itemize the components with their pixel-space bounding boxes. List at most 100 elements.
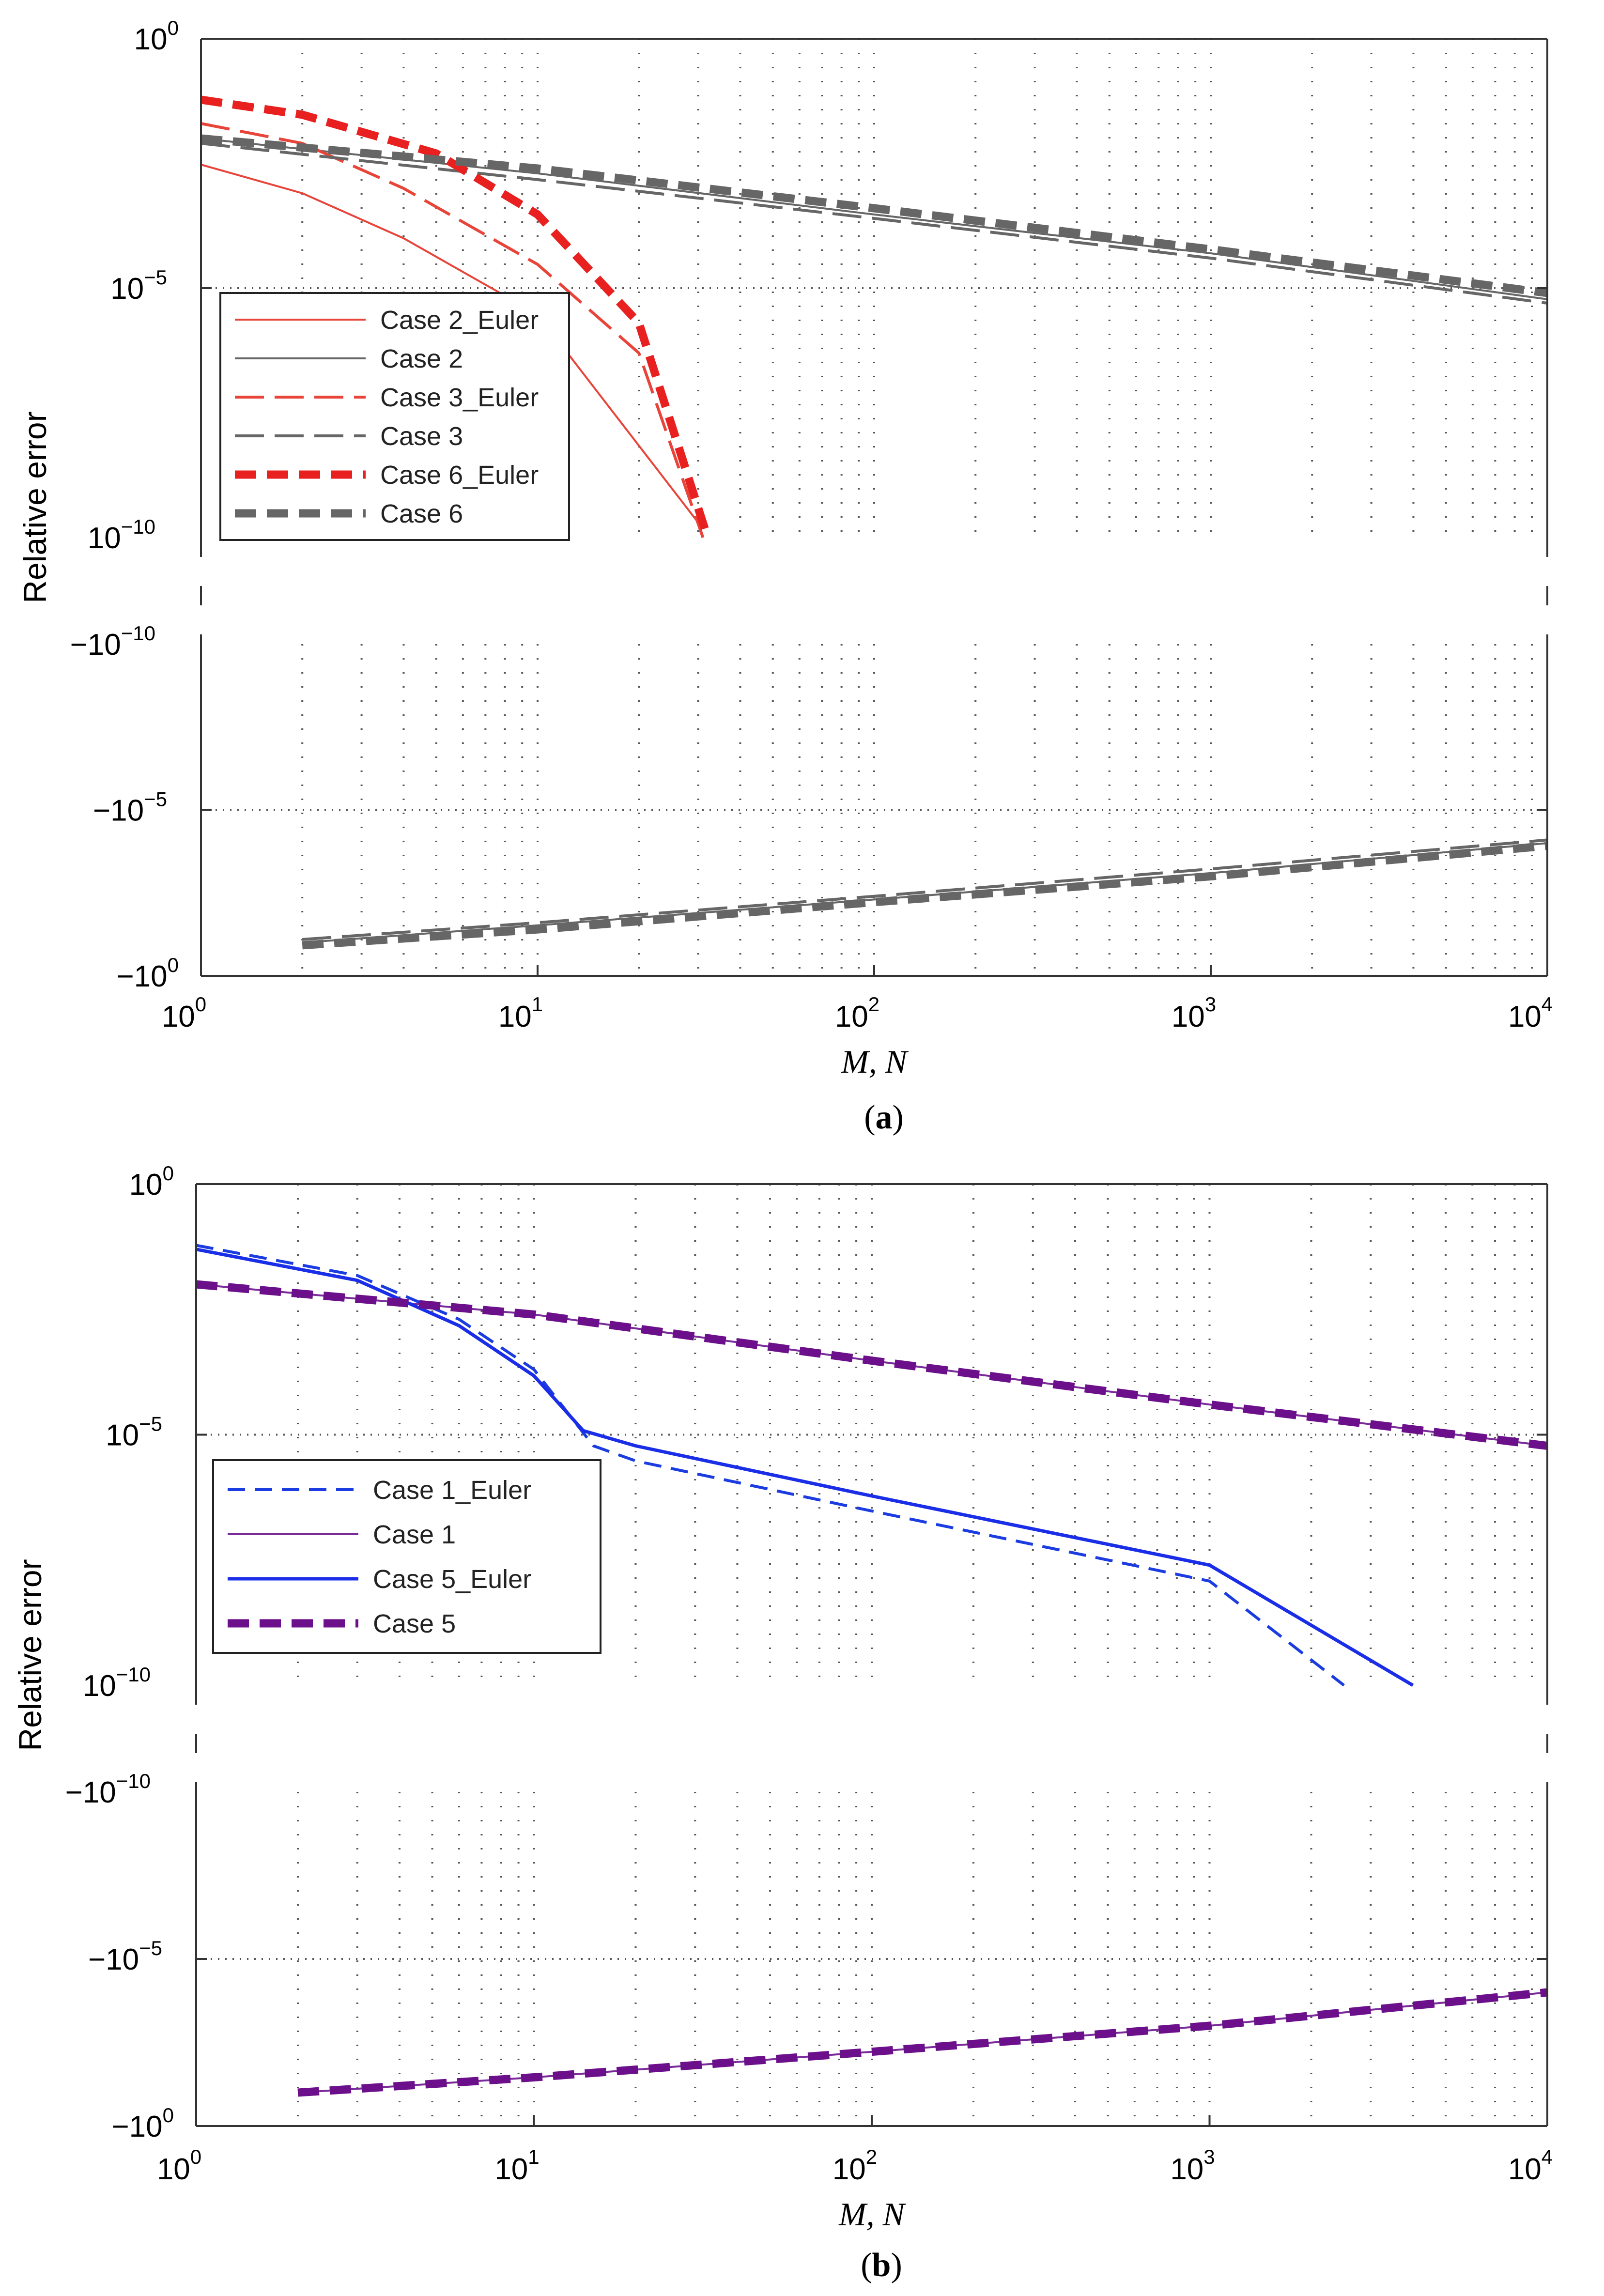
tick-base: 10 [88,522,121,555]
tick-exponent: 3 [1203,2145,1215,2168]
x-tick-labels: 100 101 102 103 104 [157,2115,1553,2186]
tick-base: −10 [116,960,167,993]
tick-exponent: 0 [195,993,206,1016]
tick-base: 10 [833,2153,866,2186]
tick-exponent: −10 [116,1770,151,1792]
tick-exponent: 4 [1542,993,1553,1016]
series-line-case-5-upper [196,1280,1548,1450]
y-axis-label: Relative error [12,1559,48,1751]
tick-base: 10 [110,272,144,306]
x-axis-label: M, N [838,2196,907,2233]
tick-exponent: 1 [532,993,543,1016]
tick-base: 10 [83,1669,116,1703]
tick-exponent: −5 [139,1937,162,1959]
tick-base: 10 [1172,1000,1205,1033]
tick-base: 10 [134,23,168,56]
tick-base: 10 [106,1419,139,1452]
y-axis-label: Relative error [17,411,53,603]
x-tick-label: 103 [1172,993,1216,1033]
series-line-case-5-euler-upper [196,1248,1414,1687]
grid [196,1184,1547,2126]
paren-open: ( [861,2247,872,2284]
x-tick-label: 104 [1508,2145,1553,2186]
tick-exponent: 2 [866,2145,877,2168]
tick-exponent: 2 [868,993,879,1016]
paren-open: ( [864,1099,875,1136]
tick-exponent: 0 [168,954,179,976]
legend: Case 2_Euler Case 2 Case 3_Euler Case 3 Case… [219,292,570,541]
x-tick-labels: 100 101 102 103 104 [162,965,1553,1033]
tick-exponent: −10 [116,1663,151,1686]
tick-exponent: 4 [1542,2145,1553,2168]
tick-exponent: 0 [163,1162,174,1185]
y-tick-label: 10−10 [88,515,155,555]
series-line-case-3-upper [200,142,1548,305]
x-tick-label: 100 [157,2145,201,2186]
paren-close: ) [893,1099,904,1136]
legend-label: Case 3 [380,422,463,451]
y-tick-label: 10−10 [83,1663,151,1703]
series-line-case-6-euler-upper [200,95,712,539]
series-line-case-1-euler-upper [196,1244,1345,1687]
legend-label: Case 6_Euler [380,461,539,490]
tick-exponent: −10 [121,622,155,645]
x-tick-label: 101 [498,993,543,1033]
legend-label: Case 1 [373,1520,456,1549]
paren-close: ) [891,2247,902,2284]
x-tick-label: 102 [835,993,879,1033]
y-tick-label: −10−10 [65,1770,151,1809]
series-line-case-6-upper [200,134,1548,297]
tick-base: 10 [157,2153,190,2186]
tick-base: 10 [162,1000,195,1033]
tick-base: 10 [1170,2153,1203,2186]
tick-exponent: 0 [163,2104,174,2126]
tick-base: −10 [70,628,121,662]
tick-exponent: −5 [144,788,167,811]
tick-base: −10 [65,1776,116,1809]
series-line-case-3-euler-upper [200,122,705,538]
legend-label: Case 2_Euler [380,306,539,335]
legend: Case 1_Euler Case 1 Case 5_Euler Case 5 [212,1459,602,1654]
tick-base: 10 [1508,2153,1542,2186]
y-tick-label: −10−5 [93,788,167,828]
x-tick-label: 104 [1508,993,1553,1033]
tick-exponent: −10 [121,515,155,538]
series-line-case-2-euler-upper [200,163,699,524]
y-tick-label: 100 [134,16,179,56]
tick-exponent: 1 [528,2145,539,2168]
y-tick-label: −10−5 [88,1937,162,1976]
tick-base: −10 [111,2110,162,2143]
tick-base: 10 [1508,1000,1542,1033]
tick-base: 10 [498,1000,532,1033]
legend-box [219,292,570,541]
y-tick-label: −10−10 [70,622,155,662]
legend-label: Case 6 [380,499,463,528]
tick-base: 10 [835,1000,868,1033]
x-tick-label: 101 [494,2145,539,2186]
y-tick-label: 10−5 [110,266,167,306]
series-line-case-5-lower [297,1988,1548,2097]
tick-base: 10 [494,2153,528,2186]
y-tick-label: −100 [111,2104,174,2143]
y-tick-label: 10−5 [106,1413,162,1452]
tick-exponent: 0 [190,2145,201,2168]
panel-letter: a [876,1099,893,1136]
x-tick-label: 102 [833,2145,877,2186]
series-group [196,1244,1548,2097]
tick-exponent: −5 [139,1413,162,1435]
tick-exponent: −5 [144,266,167,289]
legend-label: Case 3_Euler [380,383,539,412]
tick-base: −10 [93,794,144,828]
legend-label: Case 5_Euler [373,1565,531,1594]
tick-base: −10 [88,1943,139,1976]
tick-exponent: 3 [1205,993,1216,1016]
panel-b: 100 101 102 103 10410010−510−10−10−10−10−5−1… [12,1162,1553,2284]
x-tick-label: 103 [1170,2145,1215,2186]
tick-base: 10 [129,1168,163,1202]
panel-label: (b) [861,2247,902,2284]
x-axis-label: M, N [841,1043,909,1080]
panel-label: (a) [864,1099,904,1136]
series-line-case-6-lower [302,841,1548,950]
